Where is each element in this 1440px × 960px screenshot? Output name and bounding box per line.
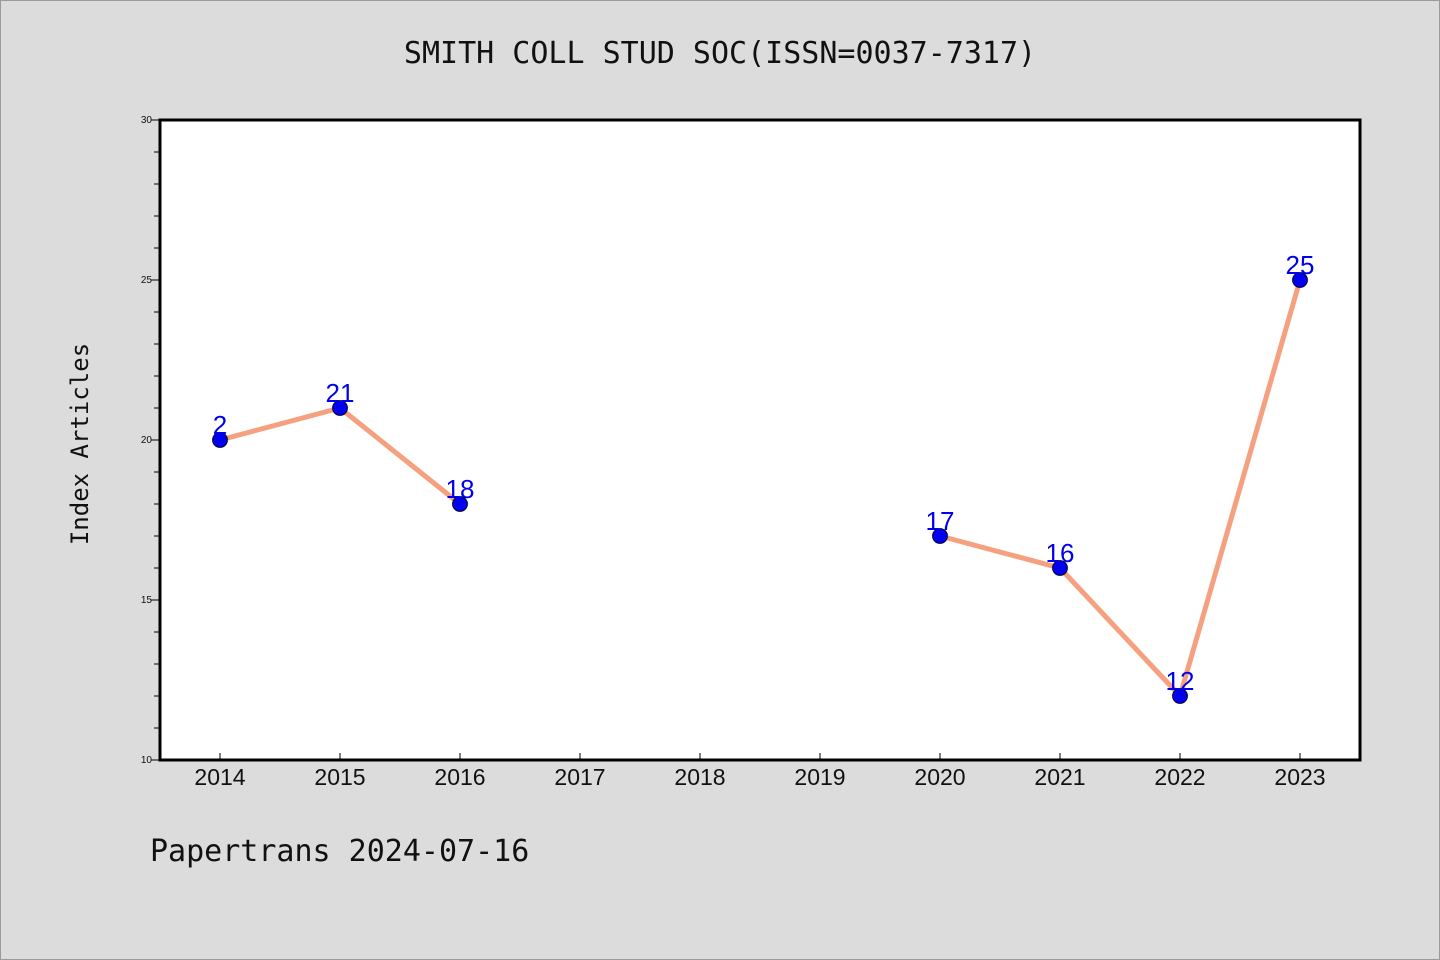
data-point (212, 432, 228, 448)
data-point (452, 496, 468, 512)
x-tick-label: 2017 (554, 764, 605, 790)
y-tick-label: 30 (141, 115, 153, 126)
data-point (1172, 688, 1188, 704)
y-tick-label: 15 (141, 595, 153, 606)
data-label: 21 (326, 378, 355, 408)
data-point (332, 400, 348, 416)
footer-note: Papertrans 2024-07-16 (150, 834, 530, 869)
x-tick-label: 2016 (434, 764, 485, 790)
x-tick-label: 2018 (674, 764, 725, 790)
y-tick-label: 20 (141, 435, 153, 446)
chart-title: SMITH COLL STUD SOC(ISSN=0037-7317) (403, 36, 1037, 71)
plot-area (158, 118, 1362, 762)
data-label: 12 (1166, 666, 1195, 696)
x-axis: 2014 2015 2016 2017 2018 2019 2020 2021 2022 2023 (194, 753, 1326, 790)
data-point (932, 528, 948, 544)
data-label: 16 (1046, 538, 1075, 568)
x-tick-label: 2019 (794, 764, 845, 790)
data-label: 18 (446, 474, 475, 504)
x-tick-label: 2015 (314, 764, 365, 790)
y-tick-label: 10 (141, 755, 153, 766)
x-tick-label: 2022 (1154, 764, 1205, 790)
data-point (1052, 560, 1068, 576)
data-labels: 2 21 18 17 16 12 25 (213, 250, 1315, 696)
x-tick-label: 2020 (914, 764, 965, 790)
y-axis: 10 15 20 25 30 (141, 115, 160, 766)
y-tick-label: 25 (141, 275, 153, 286)
data-label: 17 (926, 506, 955, 536)
data-label: 2 (213, 410, 227, 440)
x-tick-label: 2021 (1034, 764, 1085, 790)
x-tick-label: 2023 (1274, 764, 1325, 790)
series-line (937, 277, 1303, 699)
data-label: 25 (1286, 250, 1315, 280)
data-point (1292, 272, 1308, 288)
x-tick-label: 2014 (194, 764, 245, 790)
series-markers (212, 272, 1308, 704)
